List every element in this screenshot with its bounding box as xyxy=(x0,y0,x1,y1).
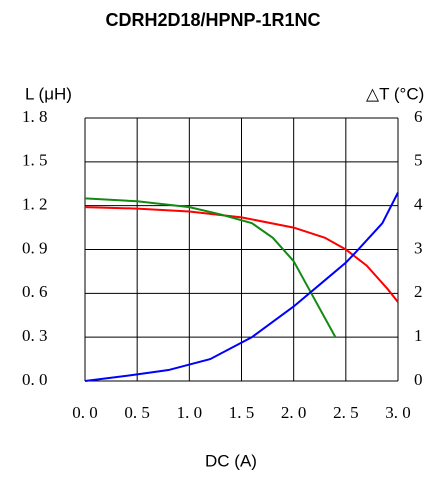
x-tick-label: 1. 0 xyxy=(177,403,203,422)
y-tick-label: 0. 9 xyxy=(22,238,48,257)
x-tick-label: 1. 5 xyxy=(229,403,255,422)
x-tick-label: 2. 5 xyxy=(333,403,359,422)
x-tick-label: 3. 0 xyxy=(385,403,411,422)
x-axis-label: DC (A) xyxy=(205,451,257,470)
data-line xyxy=(84,206,399,303)
x-tick-label: 0. 5 xyxy=(124,403,150,422)
y2-tick-label: 0 xyxy=(414,370,423,389)
y-tick-label: 1. 5 xyxy=(22,151,48,170)
data-line xyxy=(84,197,337,338)
x-tick-label: 0. 0 xyxy=(72,403,98,422)
y-tick-label: 0. 3 xyxy=(22,326,48,345)
y2-tick-label: 4 xyxy=(414,195,423,214)
data-line xyxy=(84,192,399,382)
y2-tick-label: 2 xyxy=(414,282,423,301)
y2-tick-label: 5 xyxy=(414,151,423,170)
y2-tick-label: 1 xyxy=(414,326,423,345)
chart-title: CDRH2D18/HPNP-1R1NC xyxy=(105,10,320,30)
y2-axis-label: △T (°C) xyxy=(366,84,424,103)
y-axis-label: L (μH) xyxy=(25,84,72,103)
y-tick-label: 0. 6 xyxy=(22,282,48,301)
x-tick-label: 2. 0 xyxy=(281,403,307,422)
y2-tick-label: 3 xyxy=(414,238,423,257)
y-tick-label: 1. 8 xyxy=(22,107,48,126)
y-tick-label: 0. 0 xyxy=(22,370,48,389)
y-tick-label: 1. 2 xyxy=(22,195,48,214)
y2-tick-label: 6 xyxy=(414,107,423,126)
